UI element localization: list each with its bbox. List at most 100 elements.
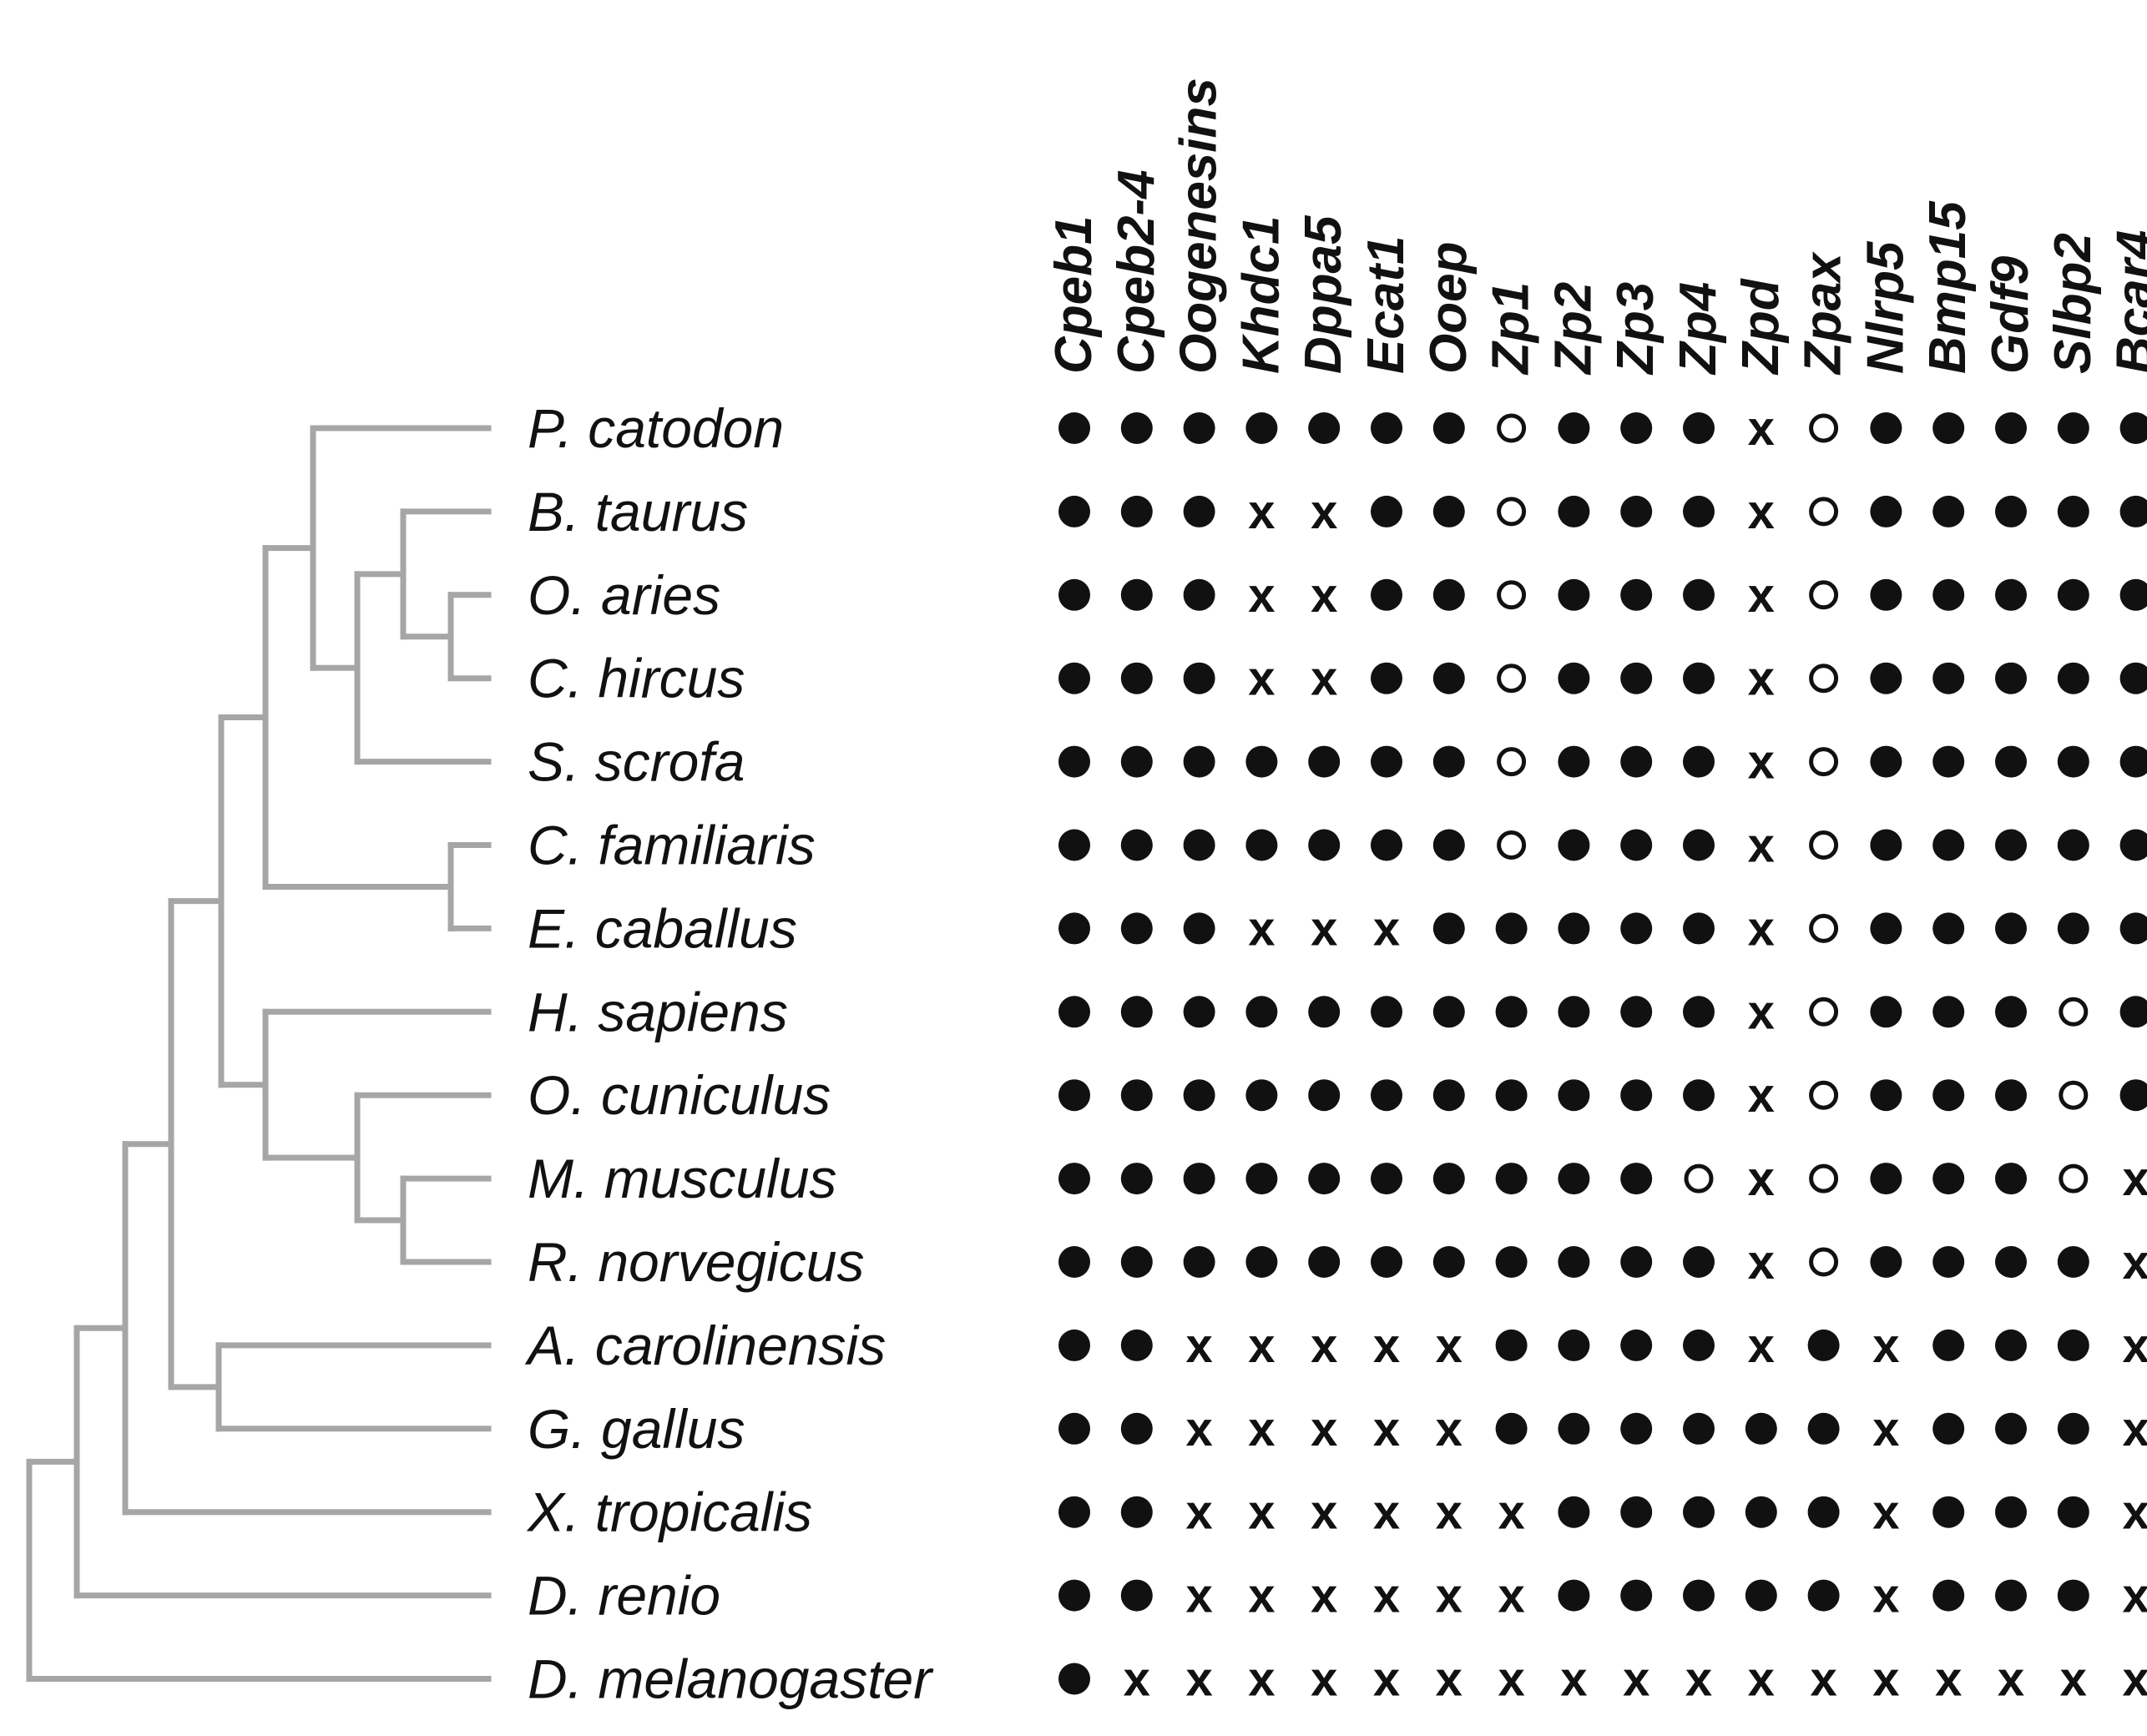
mark-r-norvegicus-gdf9-filled-circle <box>1995 1246 2027 1278</box>
mark-g-gallus-dppa5-cross: x <box>1311 1402 1337 1456</box>
mark-d-renio-zp3-filled-circle <box>1620 1579 1653 1612</box>
mark-e-caballus-zp1-filled-circle <box>1495 912 1528 945</box>
mark-o-aries-zp3-filled-circle <box>1620 578 1653 611</box>
mark-m-musculus-zpax-open-circle <box>1809 1163 1839 1194</box>
mark-h-sapiens-zp4-filled-circle <box>1683 996 1715 1028</box>
mark-p-catodon-khdc1-filled-circle <box>1245 412 1278 444</box>
mark-p-catodon-zp2-filled-circle <box>1558 412 1590 444</box>
mark-r-norvegicus-khdc1-filled-circle <box>1245 1246 1278 1278</box>
gene-label-khdc1: Khdc1 <box>1232 216 1290 374</box>
mark-o-cuniculus-slbp2-open-circle <box>2059 1080 2089 1110</box>
mark-b-taurus-gdf9-filled-circle <box>1995 495 2027 527</box>
mark-c-familiaris-ooep-filled-circle <box>1432 829 1465 861</box>
mark-c-familiaris-bmp15-filled-circle <box>1932 829 1965 861</box>
mark-a-carolinensis-nlrp5-cross: x <box>1872 1319 1899 1373</box>
mark-e-caballus-zp3-filled-circle <box>1620 912 1653 945</box>
mark-b-taurus-slbp2-filled-circle <box>2057 495 2089 527</box>
mark-x-tropicalis-ooep-cross: x <box>1436 1486 1462 1540</box>
mark-o-cuniculus-bcar4-filled-circle <box>2119 1079 2147 1112</box>
mark-b-taurus-nlrp5-filled-circle <box>1870 495 1902 527</box>
mark-b-taurus-bcar4-filled-circle <box>2119 495 2147 527</box>
mark-s-scrofa-zpax-open-circle <box>1809 747 1839 777</box>
mark-h-sapiens-nlrp5-filled-circle <box>1870 996 1902 1028</box>
mark-d-melanogaster-gdf9-cross: x <box>1998 1653 2024 1707</box>
mark-b-taurus-khdc1-cross: x <box>1248 485 1275 539</box>
mark-s-scrofa-cpeb1-filled-circle <box>1058 745 1090 778</box>
mark-h-sapiens-gdf9-filled-circle <box>1995 996 2027 1028</box>
mark-m-musculus-bmp15-filled-circle <box>1932 1163 1965 1195</box>
mark-c-familiaris-gdf9-filled-circle <box>1995 829 2027 861</box>
mark-o-aries-oogenesins-filled-circle <box>1183 578 1215 611</box>
mark-e-caballus-bcar4-filled-circle <box>2119 912 2147 945</box>
mark-g-gallus-cpeb1-filled-circle <box>1058 1412 1090 1445</box>
mark-a-carolinensis-cpeb2-4-filled-circle <box>1120 1329 1153 1361</box>
mark-a-carolinensis-oogenesins-cross: x <box>1185 1319 1212 1373</box>
mark-m-musculus-zp1-filled-circle <box>1495 1163 1528 1195</box>
mark-a-carolinensis-zp2-filled-circle <box>1558 1329 1590 1361</box>
mark-p-catodon-dppa5-filled-circle <box>1308 412 1341 444</box>
mark-s-scrofa-slbp2-filled-circle <box>2057 745 2089 778</box>
species-label-h-sapiens: H. sapiens <box>528 981 788 1042</box>
mark-d-melanogaster-dppa5-cross: x <box>1311 1653 1337 1707</box>
mark-d-melanogaster-ooep-cross: x <box>1436 1653 1462 1707</box>
mark-p-catodon-zp3-filled-circle <box>1620 412 1653 444</box>
mark-s-scrofa-bcar4-filled-circle <box>2119 745 2147 778</box>
mark-e-caballus-ecat1-cross: x <box>1373 901 1400 956</box>
mark-m-musculus-zp3-filled-circle <box>1620 1163 1653 1195</box>
mark-m-musculus-cpeb1-filled-circle <box>1058 1163 1090 1195</box>
mark-h-sapiens-zp1-filled-circle <box>1495 996 1528 1028</box>
mark-c-hircus-bmp15-filled-circle <box>1932 662 1965 694</box>
mark-o-aries-zpd-cross: x <box>1748 568 1775 623</box>
mark-x-tropicalis-zp2-filled-circle <box>1558 1496 1590 1528</box>
mark-e-caballus-slbp2-filled-circle <box>2057 912 2089 945</box>
mark-g-gallus-zp4-filled-circle <box>1683 1412 1715 1445</box>
mark-o-aries-cpeb2-4-filled-circle <box>1120 578 1153 611</box>
mark-a-carolinensis-khdc1-cross: x <box>1248 1319 1275 1373</box>
gene-label-zp1: Zp1 <box>1483 282 1540 376</box>
mark-x-tropicalis-khdc1-cross: x <box>1248 1486 1275 1540</box>
mark-m-musculus-ecat1-filled-circle <box>1371 1163 1402 1195</box>
gene-label-cpeb1: Cpeb1 <box>1045 216 1103 374</box>
mark-s-scrofa-zp3-filled-circle <box>1620 745 1653 778</box>
mark-x-tropicalis-cpeb1-filled-circle <box>1058 1496 1090 1528</box>
mark-d-renio-slbp2-filled-circle <box>2057 1579 2089 1612</box>
mark-s-scrofa-ecat1-filled-circle <box>1371 745 1402 778</box>
mark-e-caballus-khdc1-cross: x <box>1248 901 1275 956</box>
mark-x-tropicalis-bcar4-cross: x <box>2122 1486 2147 1540</box>
mark-o-cuniculus-bmp15-filled-circle <box>1932 1079 1965 1112</box>
mark-a-carolinensis-zpd-cross: x <box>1748 1319 1775 1373</box>
mark-d-melanogaster-cpeb1-filled-circle <box>1058 1663 1090 1695</box>
mark-o-aries-zp2-filled-circle <box>1558 578 1590 611</box>
mark-d-melanogaster-slbp2-cross: x <box>2060 1653 2087 1707</box>
mark-c-familiaris-cpeb1-filled-circle <box>1058 829 1090 861</box>
mark-o-aries-slbp2-filled-circle <box>2057 578 2089 611</box>
mark-p-catodon-oogenesins-filled-circle <box>1183 412 1215 444</box>
mark-r-norvegicus-cpeb1-filled-circle <box>1058 1246 1090 1278</box>
mark-o-aries-khdc1-cross: x <box>1248 568 1275 623</box>
mark-c-hircus-zpax-open-circle <box>1809 664 1839 694</box>
mark-o-aries-ooep-filled-circle <box>1432 578 1465 611</box>
mark-r-norvegicus-nlrp5-filled-circle <box>1870 1246 1902 1278</box>
mark-h-sapiens-khdc1-filled-circle <box>1245 996 1278 1028</box>
mark-b-taurus-zp4-filled-circle <box>1683 495 1715 527</box>
mark-o-aries-ecat1-filled-circle <box>1371 578 1402 611</box>
mark-s-scrofa-khdc1-filled-circle <box>1245 745 1278 778</box>
species-label-o-cuniculus: O. cuniculus <box>528 1064 831 1126</box>
mark-o-cuniculus-gdf9-filled-circle <box>1995 1079 2027 1112</box>
species-label-s-scrofa: S. scrofa <box>528 731 745 793</box>
gene-label-dppa5: Dppa5 <box>1295 214 1352 374</box>
mark-s-scrofa-cpeb2-4-filled-circle <box>1120 745 1153 778</box>
gene-label-zp3: Zp3 <box>1607 282 1665 376</box>
mark-c-hircus-slbp2-filled-circle <box>2057 662 2089 694</box>
mark-s-scrofa-ooep-filled-circle <box>1432 745 1465 778</box>
mark-e-caballus-nlrp5-filled-circle <box>1870 912 1902 945</box>
mark-x-tropicalis-zp1-cross: x <box>1498 1486 1524 1540</box>
species-label-e-caballus: E. caballus <box>528 897 797 959</box>
mark-r-norvegicus-slbp2-filled-circle <box>2057 1246 2089 1278</box>
mark-g-gallus-gdf9-filled-circle <box>1995 1412 2027 1445</box>
mark-a-carolinensis-zp4-filled-circle <box>1683 1329 1715 1361</box>
mark-e-caballus-oogenesins-filled-circle <box>1183 912 1215 945</box>
mark-x-tropicalis-oogenesins-cross: x <box>1185 1486 1212 1540</box>
mark-g-gallus-khdc1-cross: x <box>1248 1402 1275 1456</box>
species-label-c-familiaris: C. familiaris <box>528 815 816 876</box>
